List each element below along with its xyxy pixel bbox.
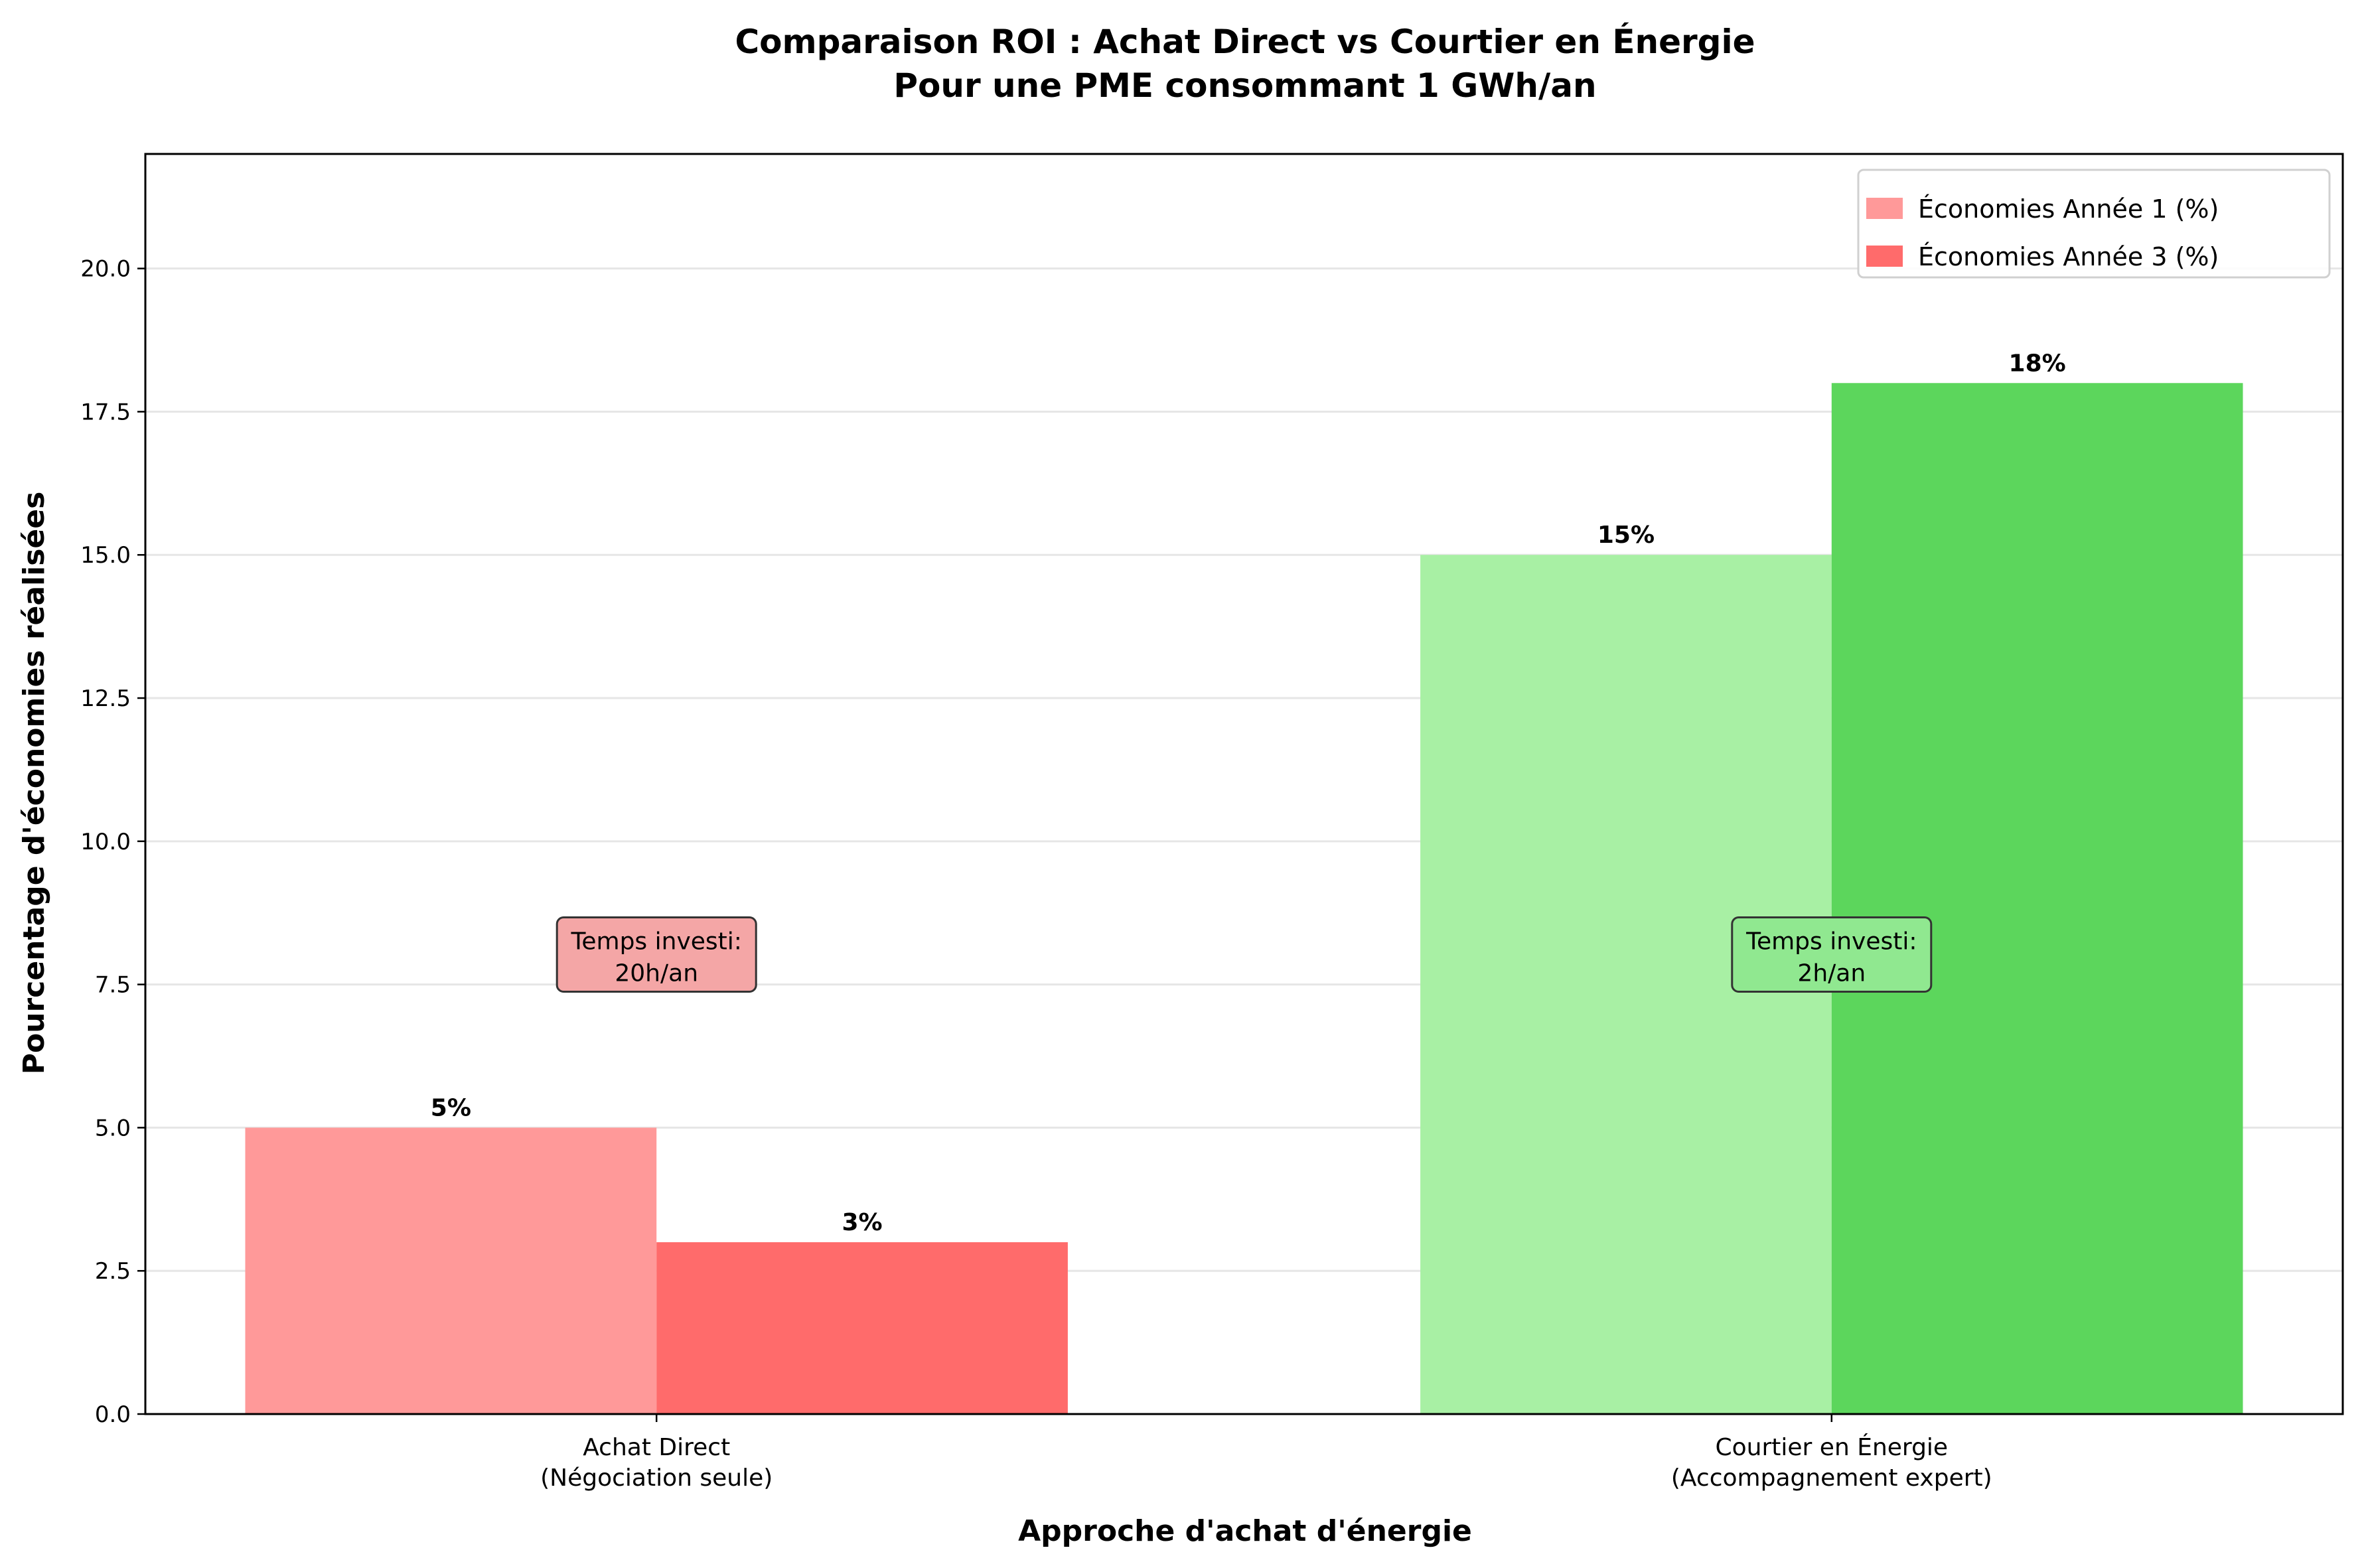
bar-value-label: 18% <box>2009 350 2066 377</box>
y-tick-label: 2.5 <box>95 1258 131 1285</box>
bar-value-label: 5% <box>431 1094 471 1121</box>
bar <box>656 1242 1068 1414</box>
y-tick-label: 12.5 <box>80 685 131 712</box>
y-tick-label: 17.5 <box>80 399 131 425</box>
y-tick-label: 7.5 <box>95 972 131 999</box>
y-tick-label: 0.0 <box>95 1401 131 1428</box>
x-tick-label: Achat Direct <box>583 1434 730 1461</box>
axes-frame <box>144 153 2344 1415</box>
annotation-text: 2h/an <box>1797 960 1866 987</box>
legend-swatch <box>1866 246 1903 267</box>
legend-label: Économies Année 3 (%) <box>1918 242 2219 271</box>
y-tick-label: 10.0 <box>80 829 131 855</box>
x-axis-label: Approche d'achat d'énergie <box>1018 1514 1472 1548</box>
x-tick-label: (Négociation seule) <box>540 1464 773 1492</box>
bar-value-label: 15% <box>1597 522 1655 549</box>
x-tick-label: Courtier en Énergie <box>1716 1433 1949 1461</box>
legend-swatch <box>1866 198 1903 219</box>
bar <box>1831 383 2243 1414</box>
bar-value-label: 3% <box>842 1209 882 1236</box>
y-tick-label: 5.0 <box>95 1115 131 1141</box>
x-tick-label: (Accompagnement expert) <box>1671 1464 1992 1492</box>
chart-subtitle: Pour une PME consommant 1 GWh/an <box>893 66 1596 105</box>
y-tick-label: 20.0 <box>80 256 131 283</box>
legend-box <box>1857 169 2331 279</box>
legend-label: Économies Année 1 (%) <box>1918 194 2219 224</box>
chart-title: Comparaison ROI : Achat Direct vs Courti… <box>735 22 1755 61</box>
annotation-text: Temps investi: <box>1745 928 1917 955</box>
y-tick-label: 15.0 <box>80 542 131 569</box>
annotation-box <box>1731 916 1933 993</box>
annotation-box <box>555 916 757 993</box>
annotation-text: 20h/an <box>615 960 698 987</box>
y-axis-label: Pourcentage d'économies réalisées <box>17 492 51 1075</box>
bar <box>245 1127 657 1414</box>
annotation-text: Temps investi: <box>570 928 741 955</box>
